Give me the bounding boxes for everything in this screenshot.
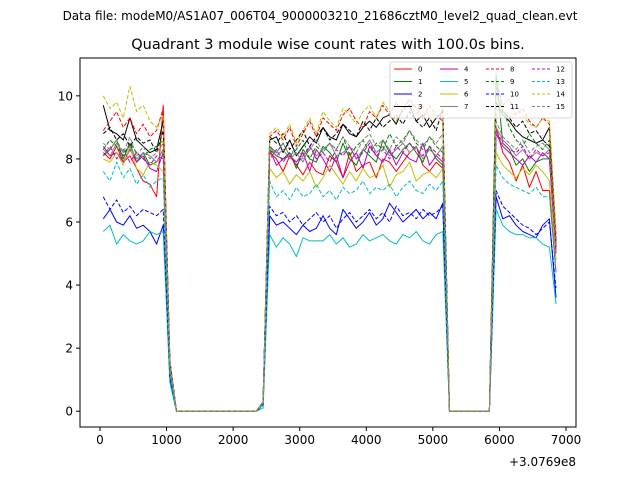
y-tick-label: 6 — [65, 216, 73, 230]
series-line-10 — [102, 190, 557, 412]
y-tick-label: 8 — [65, 152, 73, 166]
x-axis: 0 1000 2000 3000 4000 5000 6000 7000 — [96, 427, 581, 447]
legend-label-5: 5 — [464, 78, 468, 86]
x-tick-label: 4000 — [351, 433, 382, 447]
legend-label-9: 9 — [510, 78, 514, 86]
x-tick-label: 2000 — [218, 433, 249, 447]
legend-label-13: 13 — [556, 78, 565, 86]
y-tick-label: 10 — [58, 89, 73, 103]
x-offset-label: +3.0769e8 — [509, 455, 576, 469]
legend-label-0: 0 — [418, 66, 422, 74]
y-tick-label: 2 — [65, 342, 73, 356]
series-line-9 — [102, 76, 557, 412]
y-tick-label: 4 — [65, 279, 73, 293]
x-tick-label: 6000 — [484, 433, 515, 447]
legend-label-11: 11 — [510, 103, 519, 111]
series-line-1 — [102, 73, 557, 412]
legend-label-7: 7 — [464, 103, 468, 111]
legend-label-2: 2 — [418, 91, 422, 99]
series-line-3 — [102, 101, 557, 412]
axes-frame — [79, 57, 577, 428]
x-tick-label: 5000 — [418, 433, 449, 447]
x-tick-label: 0 — [96, 433, 104, 447]
legend-box — [389, 61, 573, 119]
legend-label-1: 1 — [418, 78, 422, 86]
legend-label-15: 15 — [556, 103, 565, 111]
series-line-0 — [102, 104, 557, 412]
y-axis: 0 2 4 6 8 10 — [58, 89, 80, 419]
series-line-15 — [102, 120, 557, 412]
series-line-14 — [102, 85, 557, 412]
legend-label-6: 6 — [464, 91, 469, 99]
x-tick-label: 1000 — [151, 433, 182, 447]
legend-label-3: 3 — [418, 103, 422, 111]
x-tick-label: 3000 — [284, 433, 315, 447]
legend-label-14: 14 — [556, 91, 565, 99]
figure-suptitle: Data file: modeM0/AS1A07_006T04_90000032… — [63, 9, 578, 23]
series-line-8 — [102, 85, 557, 412]
y-tick-label: 0 — [65, 405, 73, 419]
chart-title: Quadrant 3 module wise count rates with … — [131, 37, 525, 53]
series-layer — [102, 73, 557, 412]
legend-label-8: 8 — [510, 66, 514, 74]
legend-label-10: 10 — [510, 91, 519, 99]
plot-area — [79, 57, 577, 428]
x-tick-label: 7000 — [551, 433, 582, 447]
series-line-11 — [102, 92, 557, 412]
legend-label-4: 4 — [464, 66, 469, 74]
legend-label-12: 12 — [556, 66, 565, 74]
